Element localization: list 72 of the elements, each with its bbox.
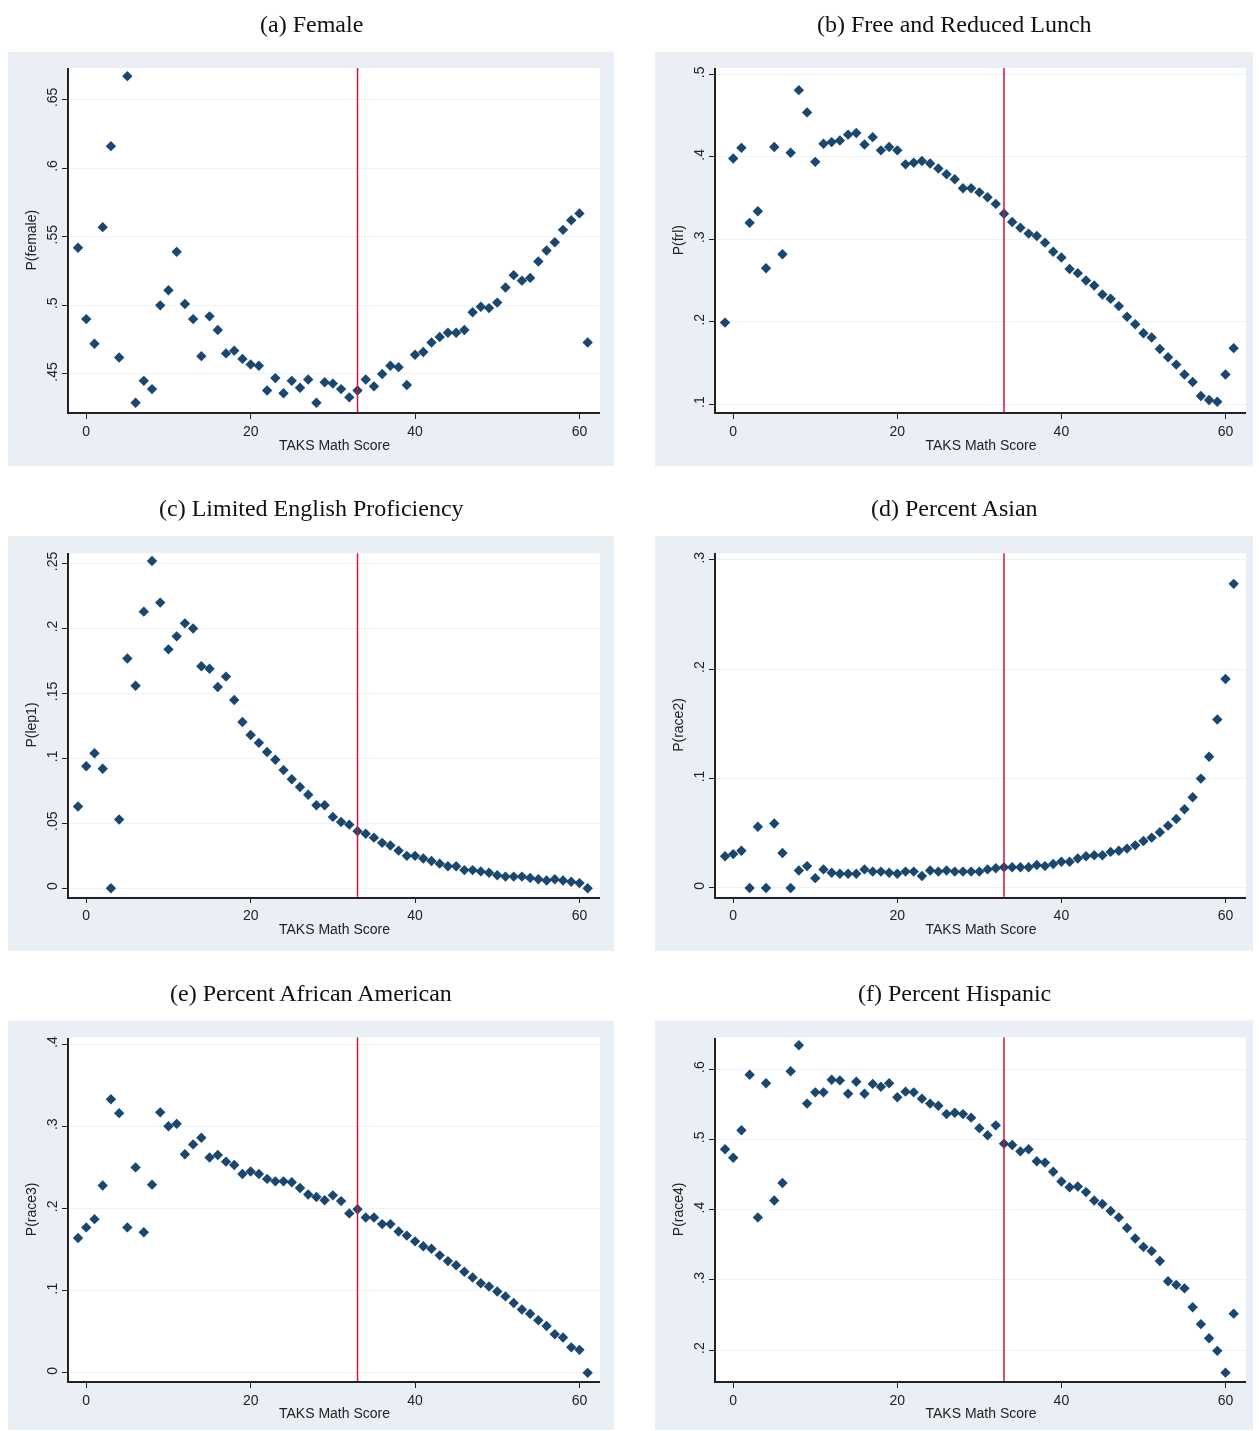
y-axis-title: P(race3) [22, 1182, 39, 1237]
y-tick-label: 0 [43, 1366, 60, 1375]
y-tick-label: .3 [690, 1271, 707, 1284]
chart-title: (c) Limited English Proficiency [159, 495, 464, 521]
y-axis-title: P(female) [22, 209, 39, 271]
x-tick-label: 0 [82, 422, 91, 439]
x-tick-label: 20 [889, 1391, 906, 1408]
y-tick-label: .65 [43, 87, 60, 108]
y-tick-label: .2 [690, 661, 707, 673]
y-tick-label: 0 [690, 881, 707, 890]
y-axis-title: P(frl) [669, 225, 686, 256]
y-axis-title: P(race2) [669, 698, 686, 752]
y-tick-label: .2 [43, 620, 60, 633]
chart-title: (e) Percent African American [170, 980, 452, 1006]
x-tick-label: 0 [729, 907, 738, 924]
y-tick-label: .15 [43, 681, 60, 702]
x-tick-label: 0 [729, 422, 738, 439]
y-axis-title: P(lep1) [22, 702, 39, 748]
x-tick-label: 40 [1053, 422, 1070, 439]
x-tick-label: 60 [571, 422, 588, 439]
y-tick-label: 0 [43, 882, 60, 891]
x-tick-label: 60 [571, 1391, 588, 1408]
y-tick-label: .3 [690, 231, 707, 244]
y-tick-label: .2 [690, 313, 707, 326]
y-tick-label: .6 [690, 1061, 707, 1073]
y-tick-label: .1 [690, 396, 707, 408]
x-axis-title: TAKS Math Score [278, 921, 391, 938]
y-tick-label: .1 [43, 750, 60, 763]
x-axis-title: TAKS Math Score [925, 436, 1037, 453]
x-tick-label: 40 [407, 1391, 424, 1408]
x-tick-label: 0 [729, 1391, 738, 1408]
y-tick-label: .2 [690, 1342, 707, 1354]
x-axis-title: TAKS Math Score [925, 1405, 1037, 1422]
y-tick-label: .25 [43, 551, 60, 572]
x-tick-label: 60 [1217, 907, 1234, 924]
x-tick-label: 20 [242, 1391, 259, 1408]
x-tick-label: 40 [1053, 907, 1070, 924]
y-axis-title: P(race4) [669, 1182, 686, 1237]
x-tick-label: 40 [1053, 1391, 1070, 1408]
x-tick-label: 40 [407, 422, 424, 439]
y-tick-label: .05 [43, 811, 60, 831]
chart-title: (d) Percent Asian [871, 495, 1038, 521]
chart-title: (a) Female [260, 11, 364, 37]
y-tick-label: .1 [43, 1282, 60, 1295]
x-tick-label: 20 [889, 422, 906, 439]
x-axis-title: TAKS Math Score [278, 436, 391, 453]
y-tick-label: .4 [690, 148, 707, 161]
y-tick-label: .3 [43, 1118, 60, 1131]
y-tick-label: .5 [43, 297, 60, 310]
chart-title: (f) Percent Hispanic [858, 980, 1052, 1006]
y-tick-label: .3 [690, 551, 707, 564]
y-tick-label: .2 [43, 1200, 60, 1213]
x-tick-label: 0 [82, 907, 91, 924]
y-tick-label: .6 [43, 159, 60, 172]
y-tick-label: .5 [690, 1131, 707, 1144]
x-axis-title: TAKS Math Score [925, 921, 1037, 938]
x-tick-label: 20 [242, 422, 259, 439]
x-tick-label: 20 [889, 907, 906, 924]
x-tick-label: 60 [571, 907, 588, 924]
chart-title: (b) Free and Reduced Lunch [817, 11, 1092, 37]
x-tick-label: 40 [407, 907, 424, 924]
x-tick-label: 0 [82, 1391, 91, 1408]
y-tick-label: .1 [690, 770, 707, 783]
x-tick-label: 60 [1217, 1391, 1234, 1408]
x-tick-label: 60 [1217, 422, 1234, 439]
x-tick-label: 20 [242, 907, 259, 924]
y-tick-label: .5 [690, 66, 707, 79]
y-tick-label: .4 [690, 1201, 707, 1214]
y-tick-label: .55 [43, 224, 60, 245]
x-axis-title: TAKS Math Score [278, 1405, 391, 1422]
y-tick-label: .4 [43, 1035, 60, 1048]
y-tick-label: .45 [43, 361, 60, 382]
